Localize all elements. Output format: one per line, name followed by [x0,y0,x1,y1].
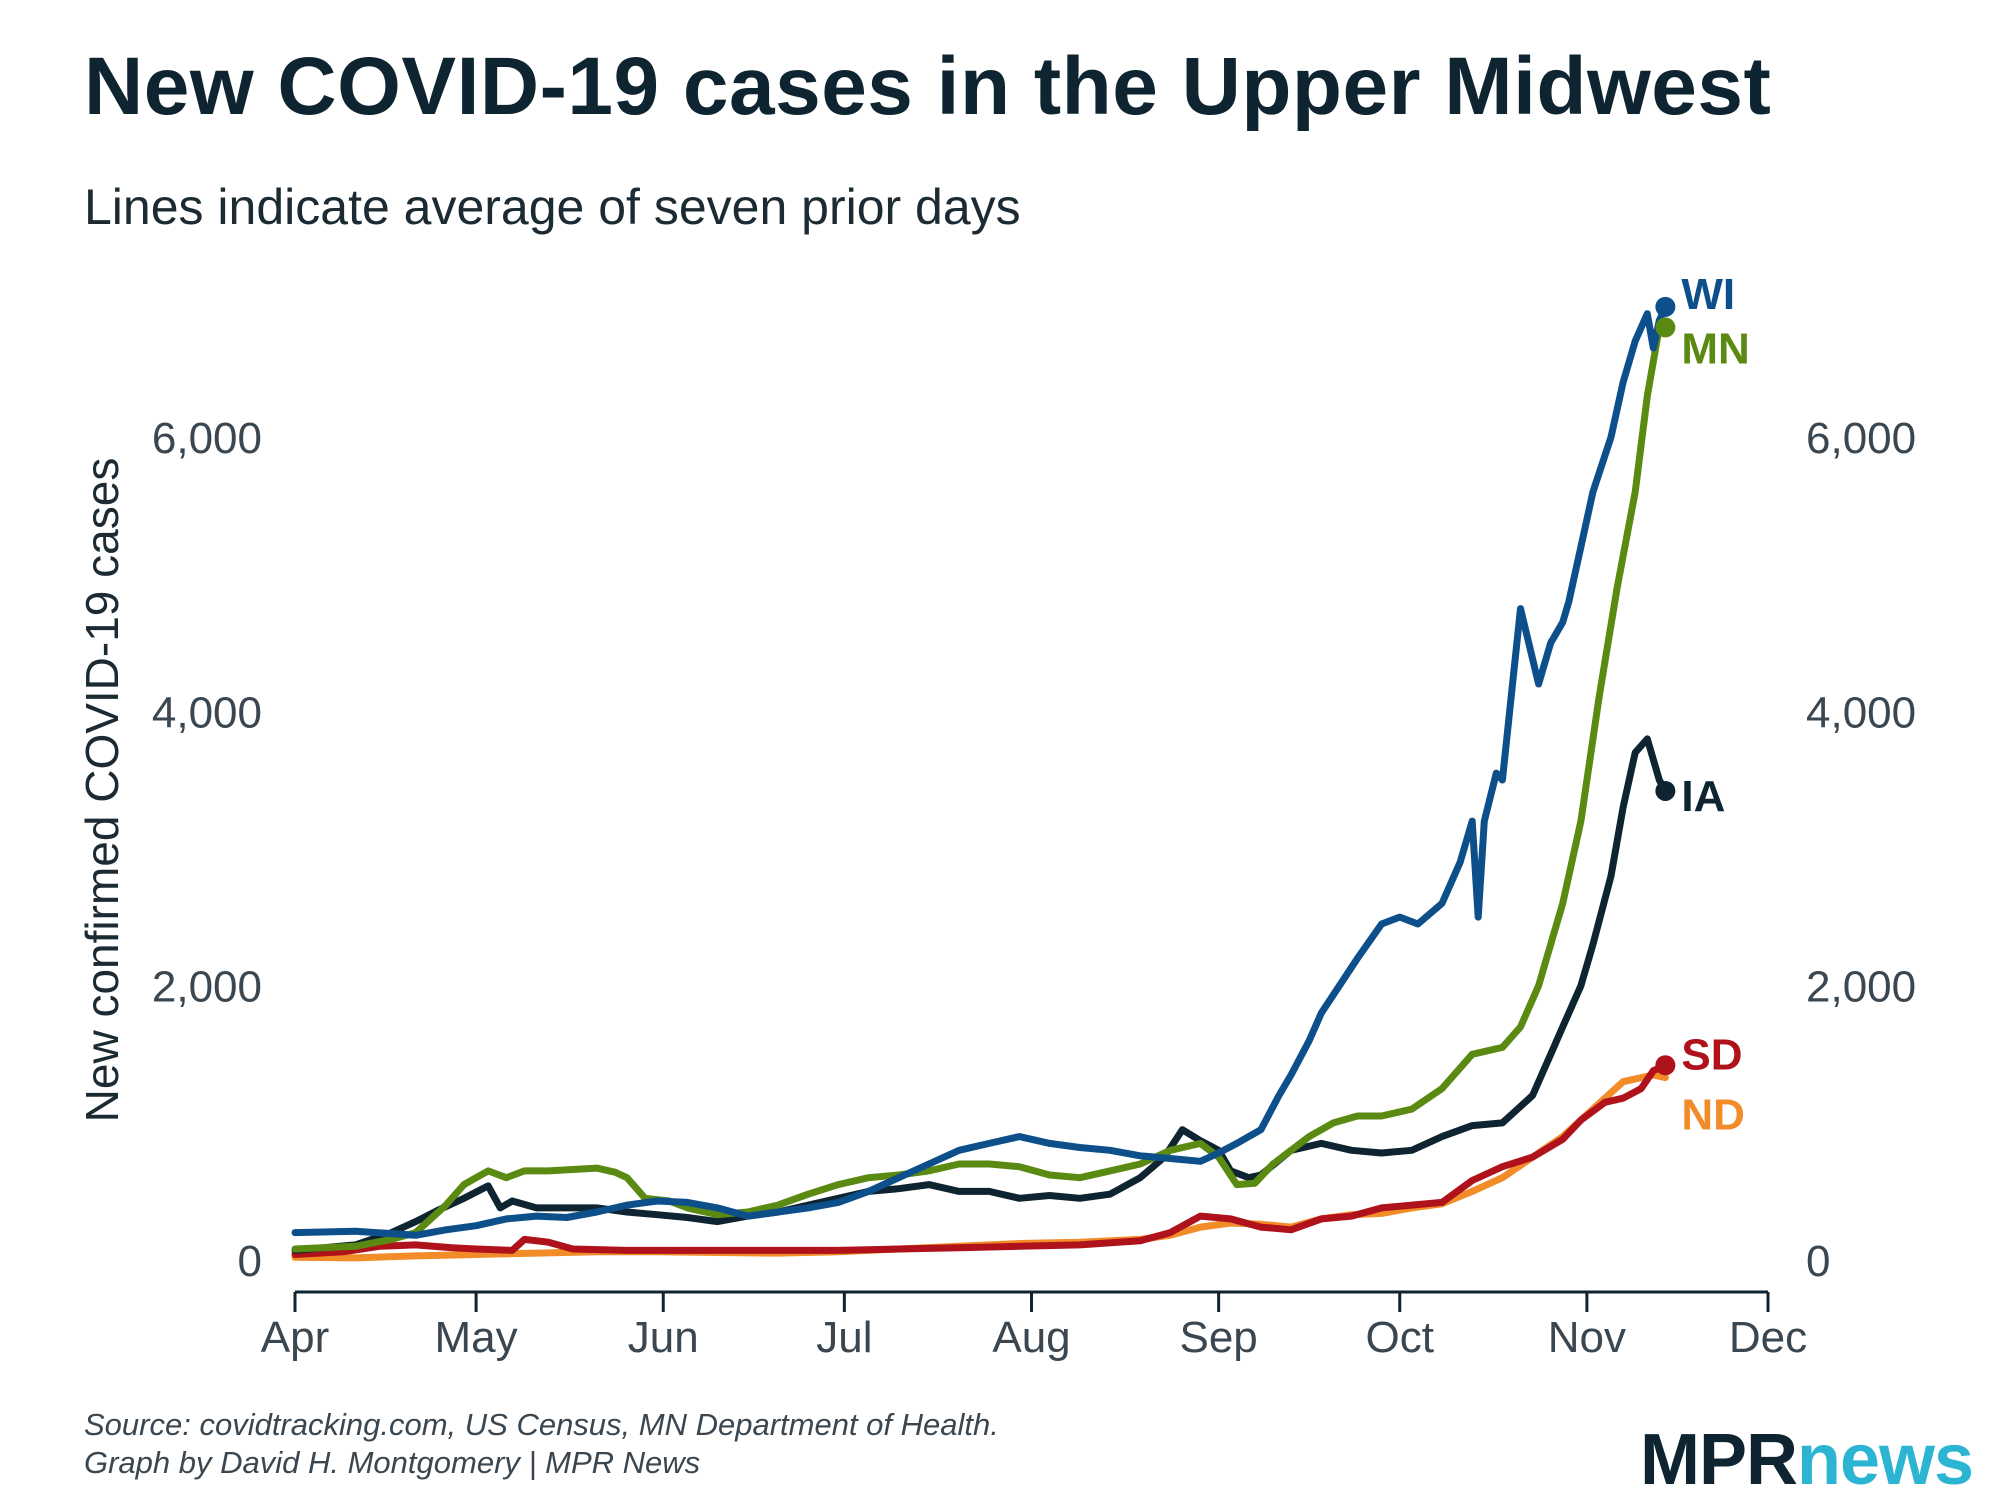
series-end-dot-wi [1655,296,1676,317]
y-axis-label-group: New confirmed COVID-19 cases [76,458,128,1123]
y-tick-label-left: 4,000 [152,688,262,737]
y-tick-label-right: 6,000 [1806,414,1916,463]
y-ticks-right: 0 2,000 4,000 6,000 [1806,414,1916,1286]
chart-subtitle: Lines indicate average of seven prior da… [84,179,1021,235]
y-tick-label-right: 2,000 [1806,963,1916,1012]
x-tick-label: Apr [261,1313,329,1362]
y-tick-label-left: 2,000 [152,963,262,1012]
x-tick-label: Jun [628,1313,699,1362]
series-label-ia: IA [1681,772,1725,821]
y-tick-label-right: 0 [1806,1237,1830,1286]
series-label-sd: SD [1681,1030,1742,1079]
series-line-wi [291,303,1669,1239]
y-tick-label-right: 4,000 [1806,688,1916,737]
series-lines [291,303,1669,1262]
mpr-news-logo: MPRnews [1640,1420,1974,1500]
series-end-dot-mn [1655,317,1676,338]
series-end-dot-sd [1655,1055,1676,1076]
x-tick-label: May [435,1313,518,1362]
series-line-ia [291,735,1669,1254]
source-text: Source: covidtracking.com, US Census, MN… [84,1407,999,1442]
y-axis-label: New confirmed COVID-19 cases [76,458,128,1123]
y-ticks-left: 0 2,000 4,000 6,000 [152,414,262,1286]
line-chart: New confirmed COVID-19 cases 0 2,000 4,000… [76,270,1916,1362]
series-label-nd: ND [1681,1091,1745,1140]
y-tick-label-left: 6,000 [152,414,262,463]
chart-title: New COVID-19 cases in the Upper Midwest [84,41,1772,132]
series-line-sd [291,1061,1669,1258]
x-tick-label: Oct [1366,1313,1434,1362]
series-line-mn [291,323,1669,1253]
y-tick-label-left: 0 [238,1237,262,1286]
x-tick-label: Aug [992,1313,1070,1362]
series-label-mn: MN [1681,324,1749,373]
logo-news: news [1797,1420,1974,1500]
series-label-wi: WI [1681,270,1735,319]
series-end-dot-ia [1655,780,1676,801]
x-tick-label: Jul [816,1313,872,1362]
logo-mpr: MPR [1640,1420,1798,1500]
x-tick-label: Dec [1729,1313,1807,1362]
x-axis: Apr May Jun Jul Aug Sep Oct Nov Dec [261,1290,1807,1362]
source-footer: Source: covidtracking.com, US Census, MN… [84,1406,999,1482]
x-tick-label: Sep [1179,1313,1257,1362]
series-labels: ND SD IA MN WI [1655,270,1750,1140]
credit-text: Graph by David H. Montgomery | MPR News [84,1445,701,1480]
x-tick-label: Nov [1548,1313,1626,1362]
